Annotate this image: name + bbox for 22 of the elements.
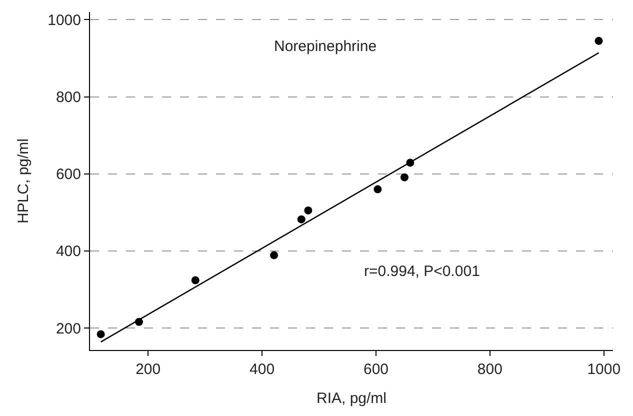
point <box>96 330 105 338</box>
x-tick-label: 800 <box>477 361 502 378</box>
point <box>400 173 408 182</box>
y-tick-label: 600 <box>56 166 81 184</box>
x-tick-label: 400 <box>250 361 275 378</box>
x-tick-label: 1000 <box>587 361 621 378</box>
point <box>374 185 382 194</box>
point <box>594 36 603 45</box>
point <box>191 276 200 284</box>
annotation: r=0.994, P<0.001 <box>364 263 480 280</box>
y-tick-label: 200 <box>56 320 81 338</box>
x-tick-label: 600 <box>363 361 389 378</box>
x-axis-title: RIA, pg/ml <box>316 390 387 407</box>
y-tick-label: 800 <box>56 89 81 106</box>
point <box>270 251 278 260</box>
point <box>304 206 312 214</box>
y-tick-label: 1000 <box>48 12 81 29</box>
annotation: Norepinephrine <box>274 38 377 55</box>
point <box>297 215 306 224</box>
x-tick-label: 200 <box>136 361 161 378</box>
y-axis-title: HPLC, pg/ml <box>14 138 32 224</box>
y-tick-label: 400 <box>56 243 81 260</box>
